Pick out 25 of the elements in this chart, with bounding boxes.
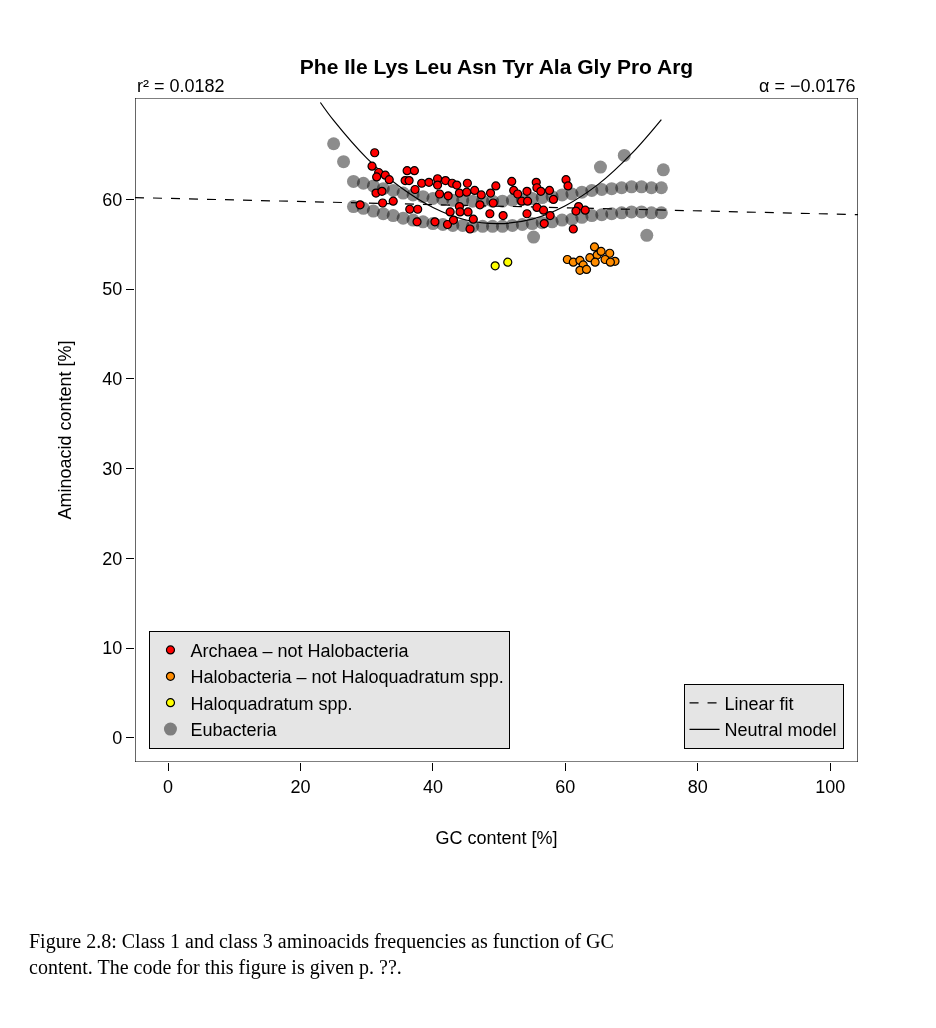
x-tick-label: 100 [815, 776, 846, 797]
x-tick-label: 80 [687, 776, 708, 797]
y-tick-label: 0 [112, 728, 123, 749]
legend-label: Linear fit [724, 693, 794, 714]
caption: Figure 2.8: Class 1 and class 3 aminoacids frequencies as function of GC content. The code for this figure is given p. ??. [29, 930, 614, 979]
y-tick-label: 20 [102, 548, 123, 569]
y-tick-label: 30 [102, 458, 123, 479]
y-tick-label: 50 [102, 279, 123, 300]
x-axis-title: GC content [%] [435, 827, 558, 848]
chart-title: Phe Ile Lys Leu Asn Tyr Ala Gly Pro Arg [299, 55, 694, 79]
legend-label: Neutral model [724, 720, 837, 741]
legend-label: Halobacteria – not Haloquadratum spp. [190, 667, 504, 688]
x-tick-label: 40 [422, 776, 443, 797]
y-tick-label: 40 [102, 369, 123, 390]
legend-label: Haloquadratum spp. [190, 693, 353, 714]
y-tick-label: 10 [102, 638, 123, 659]
y-axis-title: Aminoacid content [%] [55, 340, 76, 520]
x-tick-label: 20 [290, 776, 311, 797]
text: r² = 0.0182 [137, 76, 225, 96]
x-tick-label: 60 [555, 776, 576, 797]
legend-label: Archaea – not Halobacteria [190, 640, 410, 661]
y-tick-label: 60 [102, 189, 123, 210]
x-tick-label: 0 [163, 776, 174, 797]
legend-label: Eubacteria [190, 720, 278, 741]
text: α = −0.0176 [759, 76, 856, 96]
